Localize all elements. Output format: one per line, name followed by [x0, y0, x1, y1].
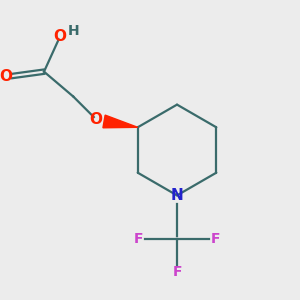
Text: F: F	[134, 232, 144, 246]
Text: N: N	[171, 188, 183, 203]
Text: O: O	[0, 69, 12, 84]
Polygon shape	[103, 115, 138, 128]
Text: H: H	[68, 24, 80, 38]
Text: F: F	[210, 232, 220, 246]
Text: O: O	[54, 29, 67, 44]
Text: F: F	[172, 265, 182, 278]
Text: O: O	[89, 112, 102, 128]
